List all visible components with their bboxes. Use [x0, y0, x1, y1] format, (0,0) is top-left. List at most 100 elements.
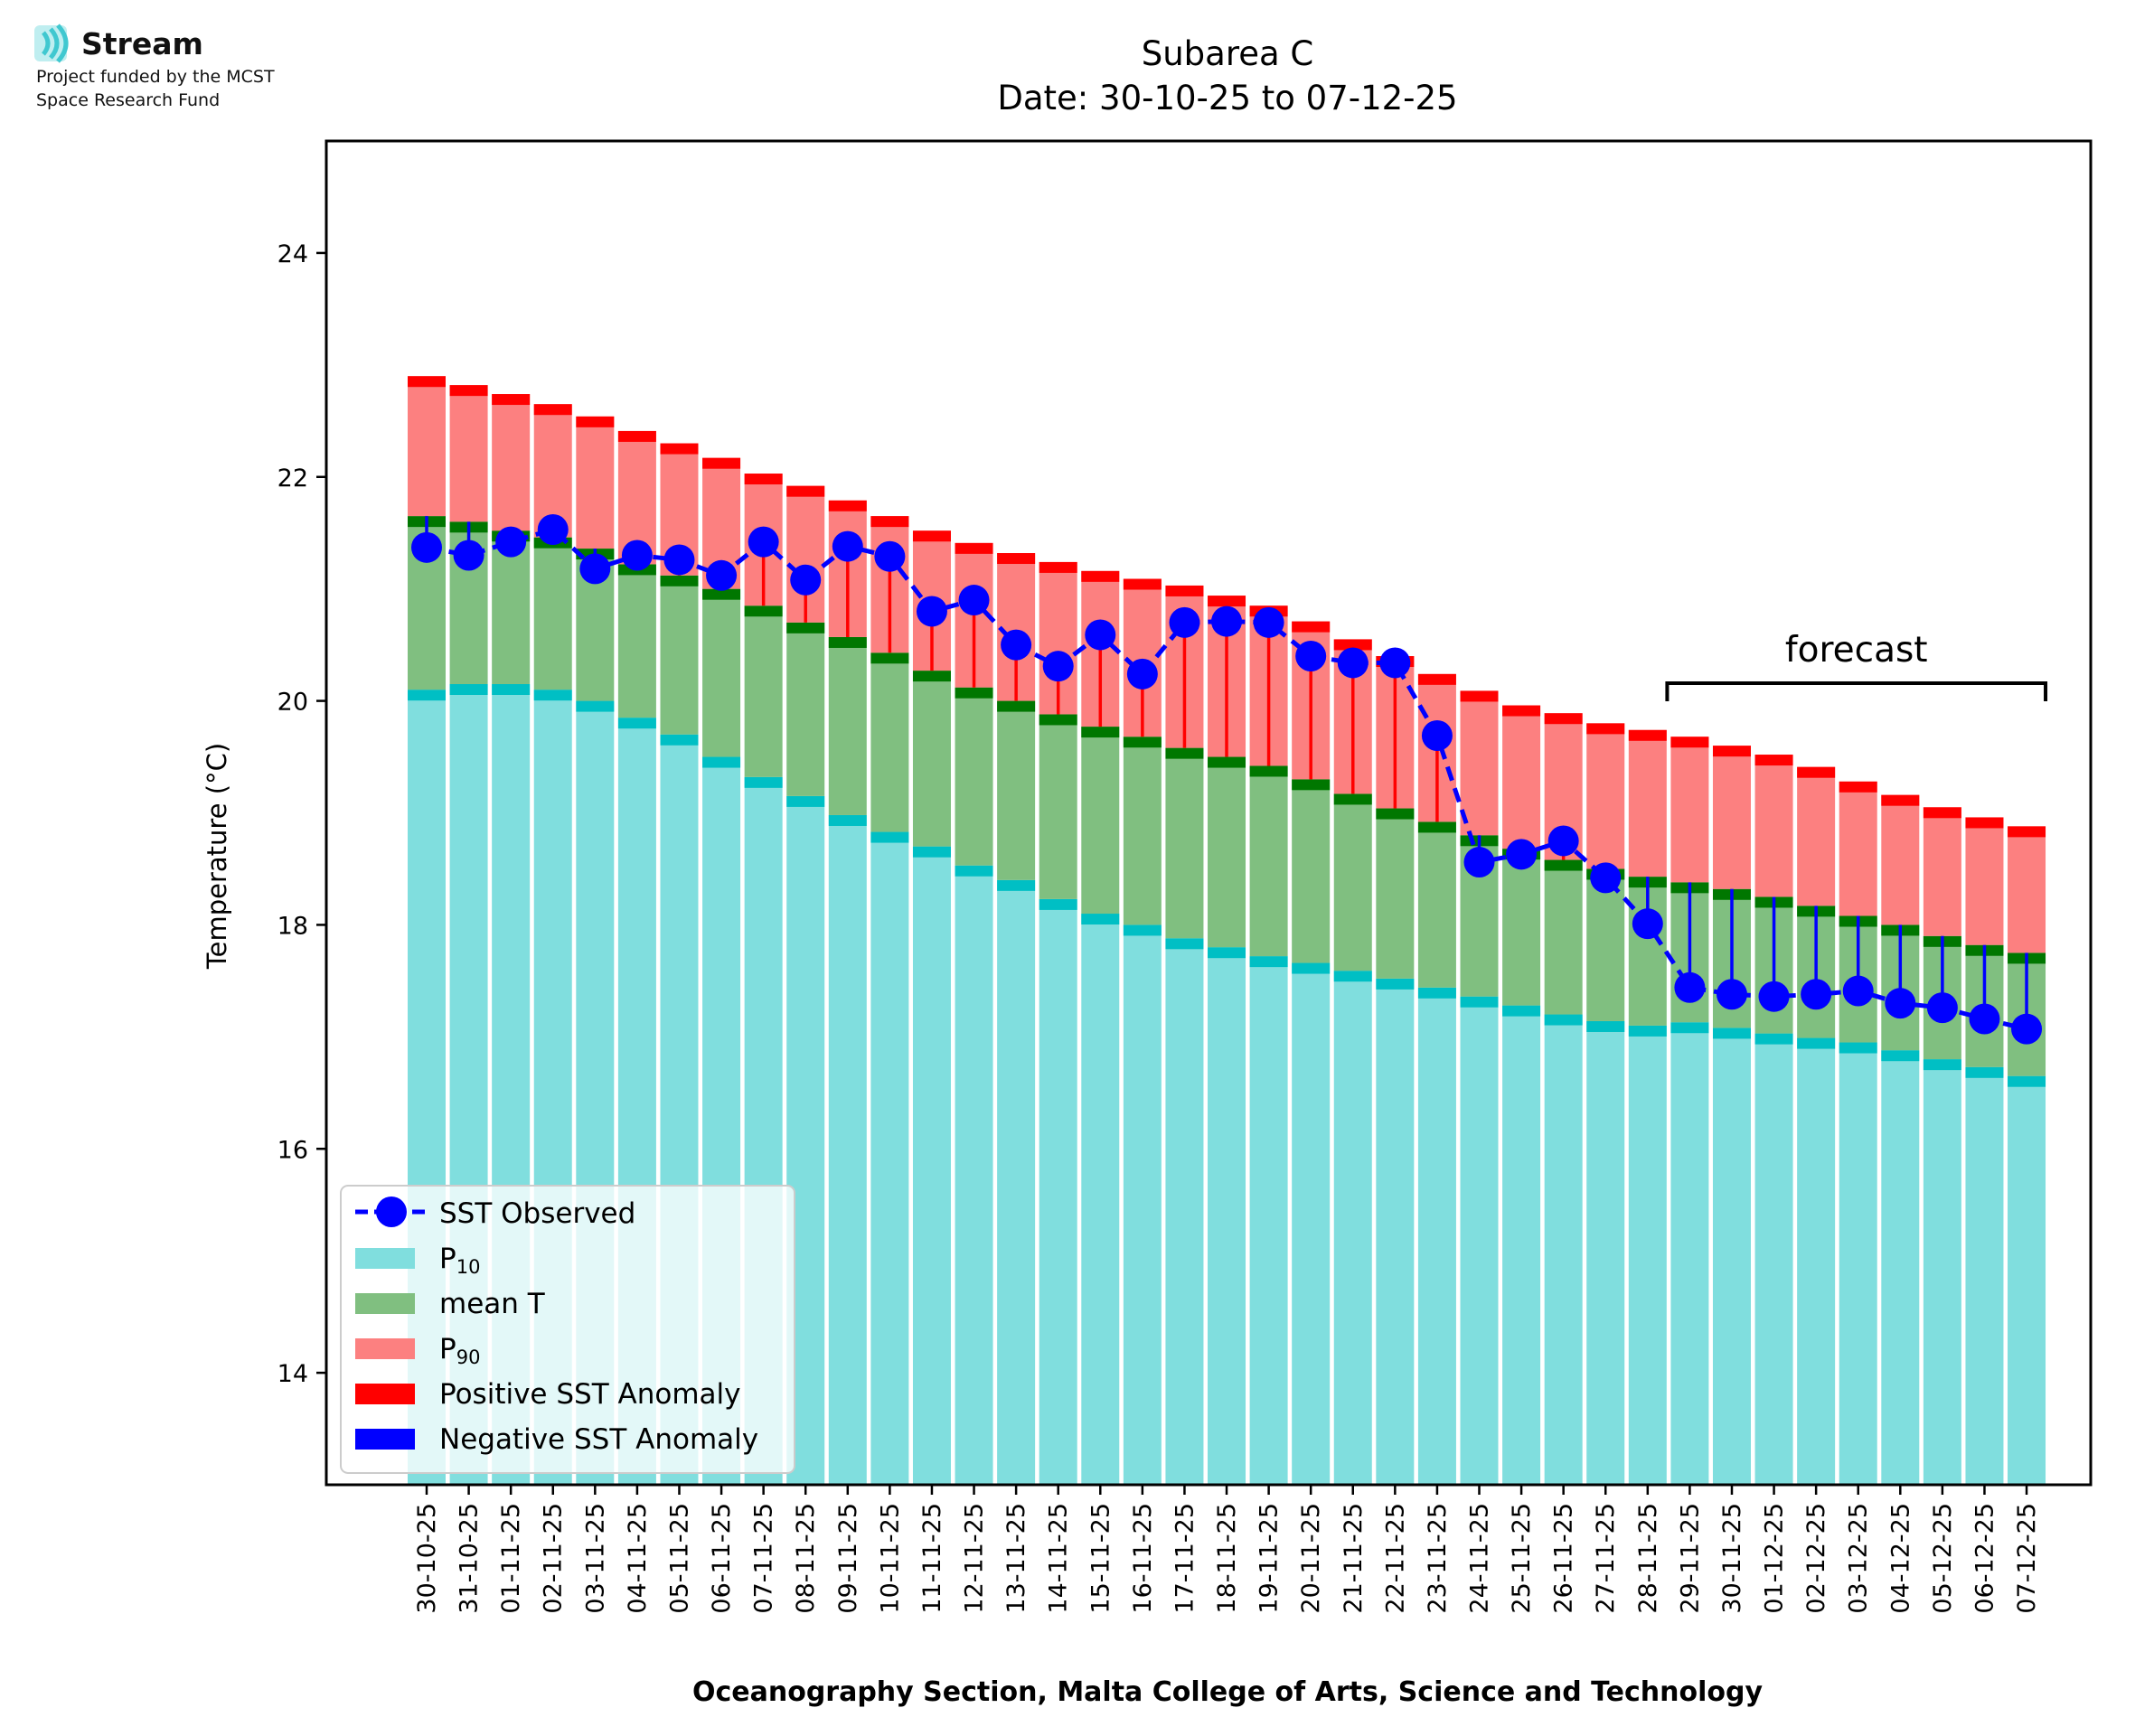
bar-p90-cap — [1754, 755, 1793, 766]
bar-p10-cap — [1797, 1037, 1836, 1049]
bar-p90-cap — [1039, 561, 1077, 573]
bar-p10 — [1881, 1050, 1920, 1485]
sst-observed-point — [1801, 979, 1832, 1010]
x-tick-label: 05-12-25 — [1929, 1503, 1957, 1614]
bar-mean — [1544, 859, 1583, 1015]
bar-p90 — [492, 394, 531, 531]
x-tick-label: 05-11-25 — [665, 1503, 693, 1614]
bar-p10 — [1165, 938, 1204, 1485]
bar-p10-cap — [1123, 924, 1162, 936]
forecast-bracket — [1665, 681, 2048, 701]
bar-mean — [617, 564, 656, 718]
bar-p10 — [1417, 987, 1456, 1485]
x-tick-label: 13-11-25 — [1002, 1503, 1030, 1614]
sst-observed-point — [453, 540, 484, 571]
bar-mean-cap — [912, 671, 951, 682]
sst-observed-point — [1169, 606, 1200, 638]
bar-p90 — [1586, 723, 1625, 869]
bar-mean-cap — [955, 687, 993, 699]
bar-p10-cap — [660, 734, 699, 746]
legend-p90: P90 — [355, 1333, 480, 1368]
bar-p10-cap — [617, 718, 656, 729]
sst-observed-point — [411, 531, 442, 563]
bar-p90-cap — [1165, 585, 1204, 596]
bar-mean-cap — [1249, 765, 1288, 777]
x-tick-label: 14-11-25 — [1045, 1503, 1073, 1614]
bar-p90-cap — [1670, 737, 1709, 748]
bar-mean-cap — [828, 636, 867, 648]
x-tick-label: 30-10-25 — [413, 1503, 441, 1614]
legend-positive-label: Positive SST Anomaly — [439, 1378, 740, 1411]
logo-name: Stream — [81, 26, 203, 61]
bar-p90 — [1797, 766, 1836, 906]
bar-mean — [955, 687, 993, 866]
x-tick-label: 23-11-25 — [1424, 1503, 1452, 1614]
bar-p90-cap — [1965, 817, 2004, 829]
bar-p90 — [1839, 781, 1877, 916]
wave-icon — [34, 23, 69, 63]
legend: SST Observed P10 mean T P90 Positive SST… — [340, 1185, 795, 1474]
bar-p90-cap — [408, 376, 446, 388]
sst-observed-point — [621, 540, 653, 571]
sst-observed-point — [1547, 825, 1579, 857]
bar-p10-cap — [1460, 996, 1499, 1008]
bar-p90-cap — [1502, 705, 1541, 717]
bar-p10 — [1923, 1059, 1961, 1485]
bar-p90-cap — [1544, 713, 1583, 725]
bar-p10-cap — [1670, 1022, 1709, 1034]
bar-mean-cap — [1292, 779, 1331, 791]
legend-negative: Negative SST Anomaly — [355, 1423, 758, 1456]
sst-observed-point — [958, 585, 990, 616]
legend-p10-swatch — [355, 1248, 415, 1269]
x-tick-label: 16-11-25 — [1129, 1503, 1157, 1614]
y-tick-label: 20 — [277, 689, 308, 717]
x-tick-label: 26-11-25 — [1550, 1503, 1578, 1614]
bar-mean — [912, 671, 951, 847]
x-tick-label: 06-12-25 — [1971, 1503, 1999, 1614]
bar-p90-cap — [1081, 570, 1120, 582]
sst-observed-point — [1969, 1003, 2000, 1035]
logo-line-1: Project funded by the MCST — [36, 67, 275, 87]
x-tick-label: 20-11-25 — [1297, 1503, 1325, 1614]
sst-observed-point — [1463, 847, 1495, 878]
sst-observed-point — [706, 559, 738, 591]
bar-mean — [702, 588, 741, 757]
bar-mean-cap — [870, 652, 909, 664]
bar-p10-cap — [1333, 971, 1372, 982]
bar-p10 — [1586, 1020, 1625, 1485]
bar-p10-cap — [1839, 1042, 1877, 1054]
x-tick-label: 27-11-25 — [1592, 1503, 1620, 1614]
sst-observed-point — [1337, 647, 1369, 679]
y-tick-label: 16 — [277, 1136, 308, 1164]
x-tick-label: 31-10-25 — [456, 1503, 484, 1614]
bar-mean-cap — [1039, 714, 1077, 726]
bar-p10-cap — [1712, 1028, 1751, 1039]
bar-p10 — [870, 831, 909, 1485]
bar-p10-cap — [1039, 898, 1077, 910]
bar-p90-cap — [786, 485, 825, 497]
x-tick-label: 04-11-25 — [624, 1503, 652, 1614]
y-tick-label: 22 — [277, 464, 308, 493]
bar-p90-cap — [1333, 639, 1372, 651]
bar-p90-cap — [576, 416, 615, 427]
bar-p90 — [1923, 807, 1961, 936]
y-axis-label: Temperature (°C) — [202, 743, 232, 970]
bar-mean-cap — [997, 700, 1036, 712]
x-tick-label: 03-12-25 — [1845, 1503, 1873, 1614]
sst-observed-point — [2011, 1013, 2043, 1045]
bar-p90-cap — [533, 404, 572, 416]
bar-mean — [1165, 747, 1204, 939]
bar-mean-cap — [1165, 747, 1204, 759]
bar-p90-cap — [1881, 794, 1920, 806]
sst-observed-point — [579, 553, 611, 585]
bar-p90-cap — [870, 516, 909, 528]
bar-p90-cap — [1586, 723, 1625, 735]
legend-observed-label: SST Observed — [439, 1197, 635, 1230]
bar-p90 — [1502, 705, 1541, 849]
x-tick-label: 01-11-25 — [497, 1503, 525, 1614]
bar-p10-cap — [744, 776, 783, 788]
x-tick-label: 08-11-25 — [792, 1503, 820, 1614]
bar-mean-cap — [1417, 821, 1456, 833]
bar-mean — [744, 605, 783, 777]
bar-mean — [1249, 765, 1288, 957]
